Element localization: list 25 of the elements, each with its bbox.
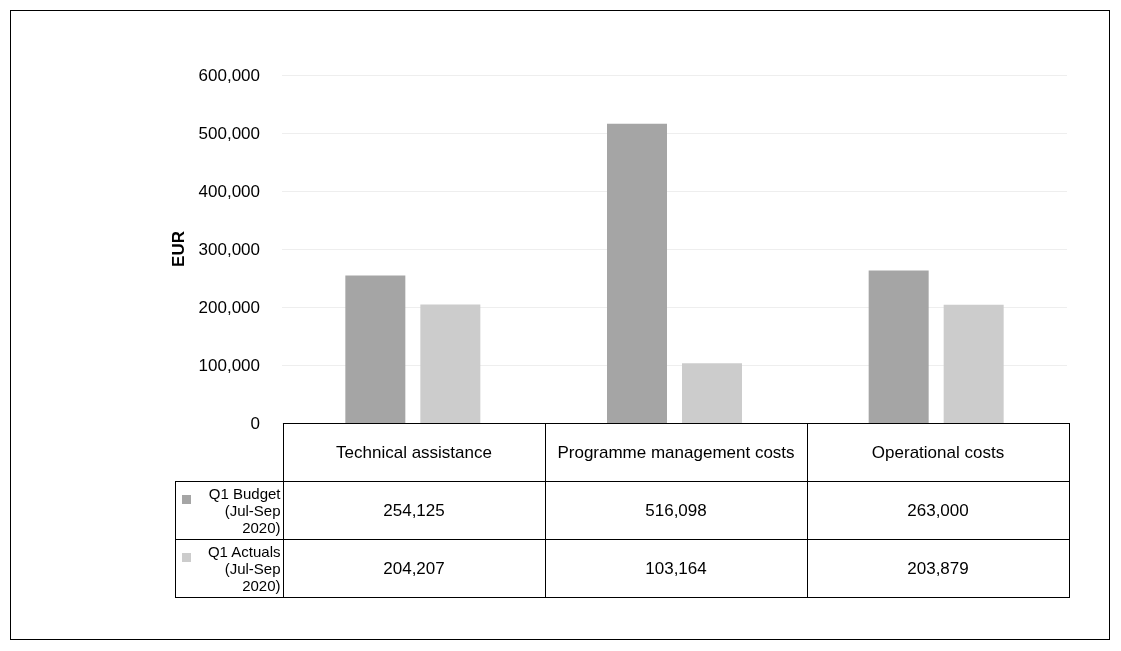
- y-tick-label: 300,000: [198, 239, 260, 259]
- y-axis-title: EUR: [169, 231, 188, 267]
- data-label: 254,125: [283, 481, 545, 540]
- data-label: 203,879: [807, 539, 1069, 598]
- legend-label: Q1 Actuals (Jul-Sep 2020): [207, 543, 281, 594]
- y-tick-label: 500,000: [198, 123, 260, 143]
- x-tick-label: Programme management costs: [545, 423, 807, 482]
- y-tick-label: 0: [250, 413, 260, 433]
- x-tick-label: Operational costs: [807, 423, 1069, 482]
- data-label: 204,207: [283, 539, 545, 598]
- bar: [868, 270, 929, 423]
- y-tick-label: 400,000: [198, 181, 260, 201]
- bar: [420, 304, 481, 423]
- legend-label: Q1 Budget (Jul-Sep 2020): [208, 485, 281, 536]
- data-label: 516,098: [545, 481, 807, 540]
- y-tick-label: 100,000: [198, 355, 260, 375]
- data-label: 263,000: [807, 481, 1069, 540]
- bar: [345, 275, 406, 423]
- y-tick-label: 200,000: [198, 297, 260, 317]
- bar: [607, 123, 667, 423]
- bar: [682, 363, 742, 423]
- data-label: 103,164: [545, 539, 807, 598]
- x-tick-label: Technical assistance: [283, 423, 545, 482]
- y-tick-label: 600,000: [198, 65, 260, 85]
- bar: [943, 304, 1004, 423]
